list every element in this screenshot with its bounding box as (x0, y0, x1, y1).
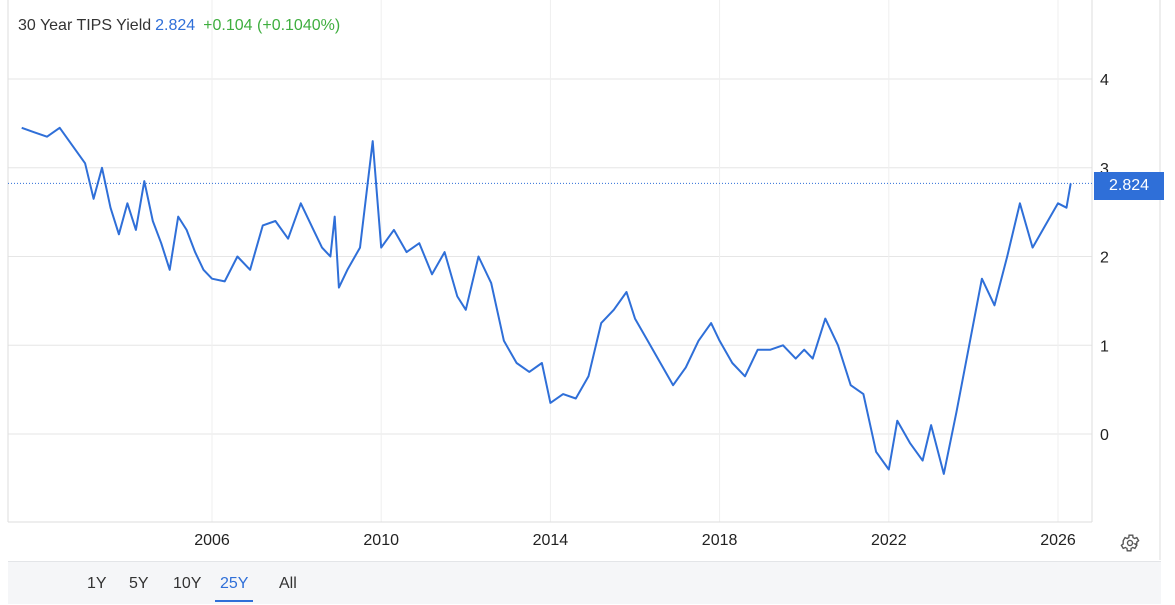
range-button-25y[interactable]: 25Y (215, 572, 254, 602)
chart-header: 30 Year TIPS Yield 2.824 +0.104 (+0.1040%) (18, 17, 340, 35)
range-selector: 1Y 5Y 10Y 25Y All (8, 561, 1161, 604)
x-tick-label: 2006 (194, 532, 230, 549)
range-button-1y[interactable]: 1Y (87, 575, 107, 592)
y-tick-label: 1 (1100, 338, 1109, 355)
x-tick-label: 2026 (1040, 532, 1076, 549)
x-tick-label: 2014 (533, 532, 569, 549)
y-tick-label: 4 (1100, 72, 1109, 89)
grid (7, 0, 1161, 560)
x-tick-label: 2022 (871, 532, 907, 549)
change-value: +0.104 (+0.1040%) (203, 17, 341, 34)
line-chart: 0 1 2 3 4 2006 2010 2014 2018 2022 2026 (7, 0, 1161, 560)
range-button-all[interactable]: All (279, 575, 297, 592)
gear-icon[interactable] (1119, 532, 1141, 554)
y-tick-label: 0 (1100, 427, 1109, 444)
range-button-5y[interactable]: 5Y (129, 575, 149, 592)
x-axis: 2006 2010 2014 2018 2022 2026 (194, 532, 1076, 549)
range-button-10y[interactable]: 10Y (173, 575, 202, 592)
y-axis: 0 1 2 3 4 (1100, 72, 1109, 444)
chart-title: 30 Year TIPS Yield (18, 17, 152, 34)
last-value-label: 2.824 (1094, 172, 1164, 200)
series-line (21, 126, 1072, 475)
y-tick-label: 3 (1100, 161, 1109, 178)
current-value: 2.824 (155, 17, 196, 34)
x-tick-label: 2010 (363, 532, 399, 549)
x-tick-label: 2018 (702, 532, 738, 549)
y-tick-label: 2 (1100, 250, 1109, 267)
